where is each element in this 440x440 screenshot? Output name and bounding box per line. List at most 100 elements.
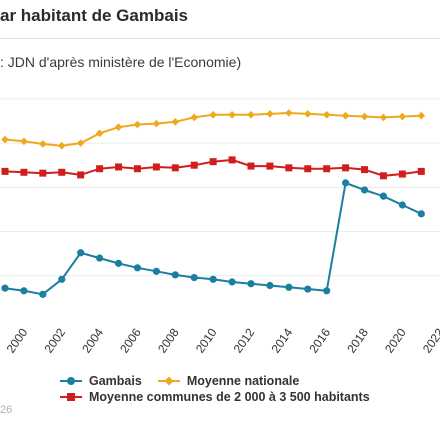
data-point-moyenne-communes-de-2-000-a-3-500-habitants[interactable] — [1, 167, 9, 175]
x-axis-ticks: 2000 2002 2004 2006 2008 2010 2012 2014 2016 2018… — [4, 325, 440, 355]
legend-label-moyenne-communes: Moyenne communes de 2 000 à 3 500 habita… — [89, 390, 370, 404]
data-point-gambais[interactable] — [20, 287, 28, 295]
data-point-moyenne-communes-de-2-000-a-3-500-habitants[interactable] — [398, 170, 406, 178]
legend-row-2: Moyenne communes de 2 000 à 3 500 habita… — [60, 390, 386, 404]
x-tick-label: 2000 — [4, 325, 31, 355]
data-point-moyenne-communes-de-2-000-a-3-500-habitants[interactable] — [304, 165, 312, 173]
data-point-gambais[interactable] — [39, 290, 47, 298]
data-point-moyenne-nationale[interactable] — [247, 110, 255, 119]
chart-source: : JDN d'après ministère de l'Economie) — [0, 54, 242, 70]
data-point-moyenne-communes-de-2-000-a-3-500-habitants[interactable] — [171, 164, 179, 172]
data-point-moyenne-communes-de-2-000-a-3-500-habitants[interactable] — [266, 162, 274, 170]
data-point-gambais[interactable] — [77, 249, 85, 257]
data-point-moyenne-communes-de-2-000-a-3-500-habitants[interactable] — [417, 167, 425, 175]
chart-title: ar habitant de Gambais — [0, 6, 188, 25]
data-point-moyenne-nationale[interactable] — [152, 119, 161, 128]
data-point-gambais[interactable] — [304, 285, 312, 293]
data-point-moyenne-nationale[interactable] — [209, 110, 217, 119]
x-tick-label: 2012 — [231, 325, 258, 355]
legend-item-moyenne-communes[interactable]: Moyenne communes de 2 000 à 3 500 habita… — [60, 390, 370, 404]
data-point-gambais[interactable] — [360, 186, 369, 194]
x-tick-label: 2016 — [306, 325, 333, 355]
data-point-moyenne-nationale[interactable] — [341, 111, 350, 120]
data-point-moyenne-nationale[interactable] — [95, 129, 104, 138]
x-tick-label: 2002 — [41, 325, 68, 355]
data-point-moyenne-nationale[interactable] — [190, 113, 199, 122]
data-point-gambais[interactable] — [398, 201, 406, 209]
x-tick-label: 2008 — [155, 325, 182, 355]
data-point-moyenne-nationale[interactable] — [398, 112, 407, 121]
data-point-gambais[interactable] — [379, 192, 388, 200]
data-point-moyenne-communes-de-2-000-a-3-500-habitants[interactable] — [133, 165, 141, 173]
data-point-gambais[interactable] — [342, 179, 350, 187]
data-point-moyenne-nationale[interactable] — [171, 118, 180, 126]
data-point-moyenne-nationale[interactable] — [39, 140, 47, 148]
data-point-gambais[interactable] — [247, 280, 255, 288]
data-point-moyenne-communes-de-2-000-a-3-500-habitants[interactable] — [361, 166, 369, 174]
data-point-moyenne-communes-de-2-000-a-3-500-habitants[interactable] — [379, 172, 387, 180]
data-point-moyenne-nationale[interactable] — [20, 137, 28, 146]
data-point-moyenne-nationale[interactable] — [417, 111, 426, 120]
legend-swatch-gambais — [60, 376, 82, 386]
x-tick-label: 2006 — [117, 325, 144, 355]
data-point-gambais[interactable] — [190, 273, 198, 282]
chart-grid — [0, 98, 440, 277]
data-point-moyenne-nationale[interactable] — [133, 120, 142, 129]
data-point-moyenne-communes-de-2-000-a-3-500-habitants[interactable] — [209, 158, 217, 166]
data-point-moyenne-communes-de-2-000-a-3-500-habitants[interactable] — [228, 156, 236, 164]
data-point-gambais[interactable] — [96, 254, 104, 262]
x-tick-label: 2020 — [382, 325, 409, 355]
data-point-moyenne-nationale[interactable] — [266, 110, 274, 118]
data-point-gambais[interactable] — [133, 264, 142, 272]
data-point-moyenne-communes-de-2-000-a-3-500-habitants[interactable] — [323, 165, 331, 173]
data-point-moyenne-communes-de-2-000-a-3-500-habitants[interactable] — [247, 162, 255, 170]
data-point-moyenne-communes-de-2-000-a-3-500-habitants[interactable] — [152, 163, 160, 171]
data-point-moyenne-communes-de-2-000-a-3-500-habitants[interactable] — [190, 161, 198, 169]
legend-swatch-moyenne-nationale — [157, 376, 180, 386]
data-point-moyenne-nationale[interactable] — [1, 135, 9, 144]
data-point-gambais[interactable] — [114, 259, 123, 267]
data-point-moyenne-nationale[interactable] — [360, 112, 369, 121]
data-point-moyenne-communes-de-2-000-a-3-500-habitants[interactable] — [96, 165, 104, 173]
legend-swatch-moyenne-communes — [60, 392, 82, 402]
title-divider — [0, 38, 440, 39]
legend-row-1: Gambais Moyenne nationale — [60, 374, 315, 388]
x-tick-label: 2010 — [193, 325, 220, 355]
data-point-moyenne-nationale[interactable] — [114, 123, 123, 131]
data-point-gambais[interactable] — [266, 281, 274, 290]
data-point-gambais[interactable] — [209, 275, 217, 283]
data-point-gambais[interactable] — [171, 271, 179, 279]
data-point-moyenne-nationale[interactable] — [228, 110, 236, 119]
data-point-gambais[interactable] — [285, 283, 293, 291]
data-point-gambais[interactable] — [228, 278, 236, 286]
x-tick-label: 2004 — [79, 325, 106, 355]
data-point-moyenne-nationale[interactable] — [57, 141, 66, 150]
data-point-gambais[interactable] — [152, 267, 160, 275]
data-point-moyenne-communes-de-2-000-a-3-500-habitants[interactable] — [115, 163, 123, 171]
data-point-moyenne-communes-de-2-000-a-3-500-habitants[interactable] — [77, 171, 85, 179]
x-tick-label: 2022 — [420, 325, 440, 355]
data-point-gambais[interactable] — [1, 284, 9, 292]
data-point-moyenne-nationale[interactable] — [379, 113, 388, 122]
data-point-moyenne-communes-de-2-000-a-3-500-habitants[interactable] — [20, 168, 28, 176]
data-point-moyenne-communes-de-2-000-a-3-500-habitants[interactable] — [58, 168, 66, 176]
data-point-moyenne-nationale[interactable] — [285, 109, 293, 117]
data-point-moyenne-nationale[interactable] — [76, 139, 85, 147]
data-point-moyenne-communes-de-2-000-a-3-500-habitants[interactable] — [342, 164, 350, 172]
series-lines — [4, 111, 422, 296]
series-markers — [1, 109, 426, 298]
x-tick-label: 2018 — [344, 325, 371, 355]
data-point-moyenne-nationale[interactable] — [322, 110, 331, 119]
data-point-moyenne-communes-de-2-000-a-3-500-habitants[interactable] — [285, 164, 293, 172]
legend-label-moyenne-nationale: Moyenne nationale — [186, 374, 300, 388]
data-point-gambais[interactable] — [417, 210, 425, 218]
data-point-gambais[interactable] — [58, 275, 66, 283]
data-point-moyenne-communes-de-2-000-a-3-500-habitants[interactable] — [39, 169, 47, 177]
data-point-moyenne-nationale[interactable] — [303, 110, 312, 118]
footer-text: 26 — [0, 404, 13, 416]
legend-item-gambais[interactable]: Gambais — [60, 374, 142, 388]
legend-item-moyenne-nationale[interactable]: Moyenne nationale — [157, 374, 300, 388]
data-point-gambais[interactable] — [323, 287, 331, 295]
